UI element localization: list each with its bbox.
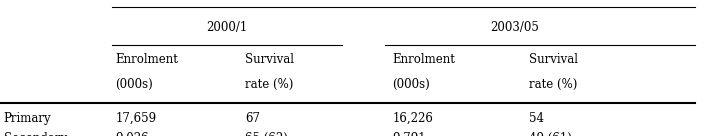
Text: Survival: Survival [245, 53, 294, 66]
Text: 67: 67 [245, 112, 260, 125]
Text: 16,226: 16,226 [392, 112, 433, 125]
Text: 54: 54 [529, 112, 544, 125]
Text: 49 (61): 49 (61) [529, 132, 572, 136]
Text: 17,659: 17,659 [115, 112, 156, 125]
Text: 2003/05: 2003/05 [490, 21, 539, 34]
Text: 65 (62): 65 (62) [245, 132, 288, 136]
Text: 9,026: 9,026 [115, 132, 149, 136]
Text: Enrolment: Enrolment [115, 53, 178, 66]
Text: (000s): (000s) [115, 78, 153, 91]
Text: 9,791: 9,791 [392, 132, 426, 136]
Text: Survival: Survival [529, 53, 578, 66]
Text: Enrolment: Enrolment [392, 53, 455, 66]
Text: rate (%): rate (%) [529, 78, 577, 91]
Text: (000s): (000s) [392, 78, 430, 91]
Text: rate (%): rate (%) [245, 78, 293, 91]
Text: Secondary: Secondary [4, 132, 67, 136]
Text: 2000/1: 2000/1 [206, 21, 248, 34]
Text: Primary: Primary [4, 112, 51, 125]
